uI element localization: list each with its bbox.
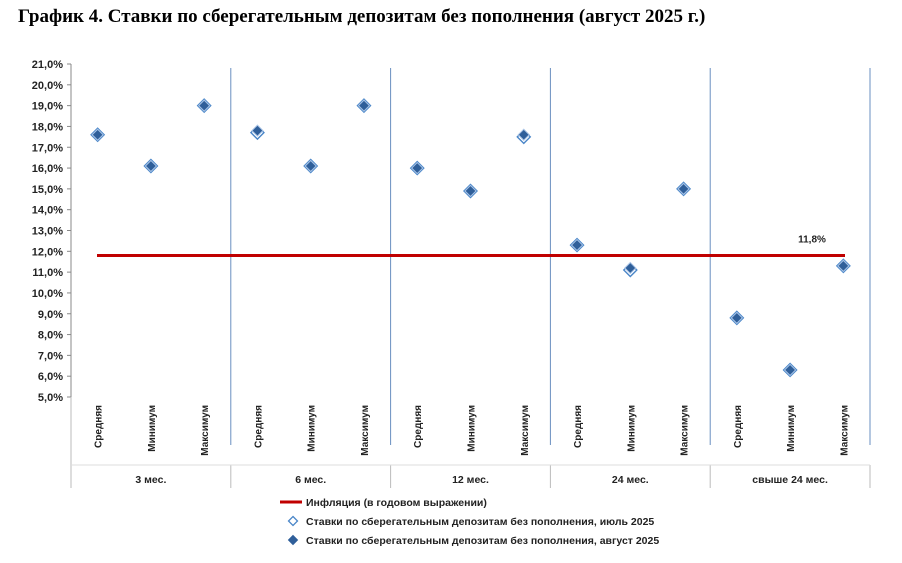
august-point [144, 159, 158, 173]
x-subcategory-label: Средняя [94, 405, 105, 448]
y-tick-label: 12,0% [32, 246, 63, 258]
y-tick-label: 9,0% [38, 309, 63, 321]
x-subcategory-label: Минимум [786, 405, 797, 452]
x-group-label: 6 мес. [295, 474, 326, 486]
august-point [837, 259, 850, 273]
august-point [304, 159, 317, 173]
legend-july-swatch [287, 515, 299, 527]
august-point [357, 99, 371, 112]
x-subcategory-label: Средняя [733, 405, 744, 448]
y-tick-label: 11,0% [32, 267, 63, 279]
x-subcategory-label: Минимум [626, 405, 637, 452]
x-subcategory-label: Максимум [360, 405, 371, 456]
x-axis: Средняя Минимум Максимум Средняя Минимум Макс… [70, 397, 871, 488]
y-tick-label: 16,0% [32, 163, 63, 175]
inflation-layer: 11,8% [97, 234, 845, 257]
august-point [517, 128, 530, 141]
x-subcategory-label: Максимум [680, 405, 691, 456]
x-group-label: 3 мес. [135, 474, 166, 486]
x-group-label: 24 мес. [612, 474, 649, 486]
x-subcategory-label: Максимум [520, 405, 531, 456]
y-tick-label: 5,0% [38, 392, 63, 404]
y-tick-label: 13,0% [32, 226, 63, 238]
y-tick-label: 19,0% [32, 101, 63, 113]
august-point [464, 184, 477, 198]
august-point [251, 124, 264, 137]
y-tick-label: 6,0% [38, 371, 63, 383]
legend-august-label: Ставки по сберегательным депозитам без п… [306, 535, 659, 547]
x-subcategory-label: Максимум [200, 405, 211, 456]
august-point [624, 261, 637, 275]
x-subcategory-label: Средняя [253, 405, 264, 448]
y-tick-label: 17,0% [32, 142, 63, 154]
legend: Инфляция (в годовом выражении) Ставки по … [280, 497, 659, 547]
x-group-label: свыше 24 мес. [752, 474, 828, 486]
legend-inflation-label: Инфляция (в годовом выражении) [306, 497, 487, 509]
legend-july-label: Ставки по сберегательным депозитам без п… [306, 516, 654, 528]
y-tick-label: 8,0% [38, 330, 63, 342]
august-point [411, 161, 424, 175]
y-tick-label: 14,0% [32, 205, 63, 217]
x-subcategory-label: Средняя [413, 405, 424, 448]
y-tick-label: 21,0% [32, 59, 63, 71]
y-tick-label: 15,0% [32, 184, 63, 196]
x-group-label: 12 мес. [452, 474, 489, 486]
x-subcategory-label: Минимум [147, 405, 158, 452]
x-subcategory-label: Максимум [839, 405, 850, 456]
y-tick-label: 18,0% [32, 121, 63, 133]
august-point [730, 311, 744, 325]
august-point [570, 238, 584, 252]
x-subcategory-label: Минимум [307, 405, 318, 452]
inflation-value-label: 11,8% [798, 234, 826, 245]
august-point [91, 128, 104, 141]
y-tick-label: 10,0% [32, 288, 63, 300]
x-subcategory-label: Минимум [467, 405, 478, 452]
data-points [90, 98, 851, 378]
y-axis: 5,0% 6,0% 7,0% 8,0% 9,0% 10,0% 11,0% 12,0% 13,0%… [32, 59, 72, 404]
august-point [197, 99, 211, 112]
x-subcategory-label: Средняя [573, 405, 584, 448]
august-point [783, 363, 797, 377]
chart-title: График 4. Ставки по сберегательным депоз… [18, 6, 706, 27]
legend-august-swatch [287, 534, 299, 546]
august-point [677, 182, 690, 196]
y-tick-label: 7,0% [38, 350, 63, 362]
y-tick-label: 20,0% [32, 80, 63, 92]
